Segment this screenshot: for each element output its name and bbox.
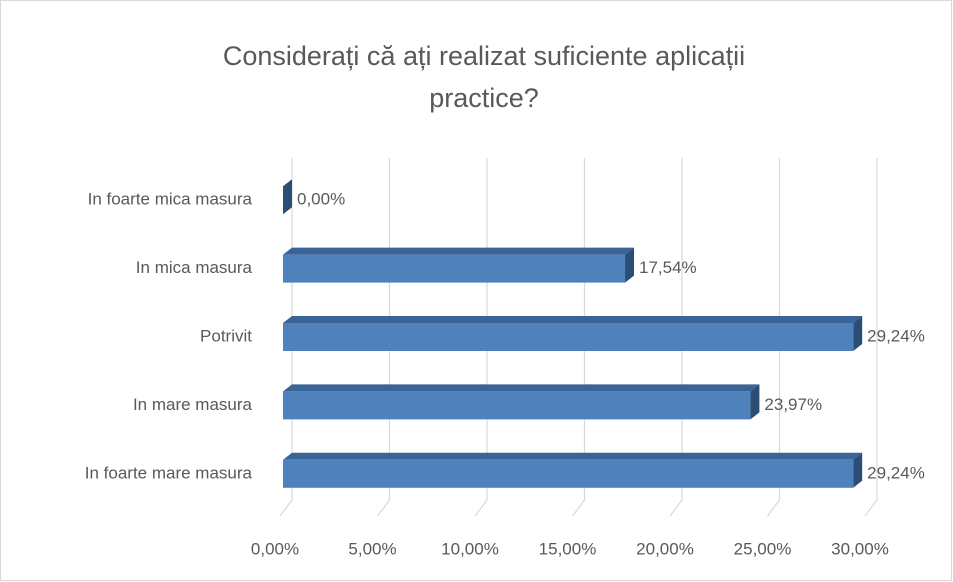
x-tick-label: 15,00% — [539, 539, 597, 558]
x-tick-label: 20,00% — [636, 539, 694, 558]
y-tick-label: In mare masura — [133, 395, 253, 414]
value-label: 29,24% — [867, 326, 925, 345]
bar-side — [750, 384, 760, 420]
grid-line — [669, 158, 683, 517]
x-tick-label: 0,00% — [251, 539, 299, 558]
value-label: 23,97% — [764, 395, 822, 414]
value-label: 17,54% — [639, 258, 697, 277]
bar-side — [853, 452, 863, 488]
y-tick-label: Potrivit — [200, 326, 252, 345]
x-tick-label: 25,00% — [734, 539, 792, 558]
bar-top — [283, 247, 635, 255]
bar — [283, 323, 854, 351]
bar — [283, 459, 854, 488]
bar — [283, 254, 626, 283]
chart-title-line2: practice? — [429, 83, 539, 113]
bar-top — [283, 316, 863, 323]
grid-line — [767, 158, 781, 517]
chart-title: Considerați că ați realizat suficiente a… — [223, 41, 745, 71]
bar-side — [625, 247, 635, 283]
bar-top — [283, 452, 863, 460]
bar-side — [853, 316, 863, 351]
x-tick-label: 5,00% — [348, 539, 396, 558]
bar-side — [283, 179, 292, 215]
x-tick-label: 10,00% — [441, 539, 499, 558]
y-tick-label: In foarte mica masura — [88, 190, 253, 209]
x-tick-label: 30,00% — [831, 539, 889, 558]
value-label: 0,00% — [297, 190, 345, 209]
y-tick-label: In foarte mare masura — [85, 463, 253, 482]
value-label: 29,24% — [867, 463, 925, 482]
y-tick-label: In mica masura — [136, 258, 253, 277]
grid-line — [864, 158, 878, 517]
bar-top — [283, 384, 760, 392]
bar — [283, 391, 751, 420]
